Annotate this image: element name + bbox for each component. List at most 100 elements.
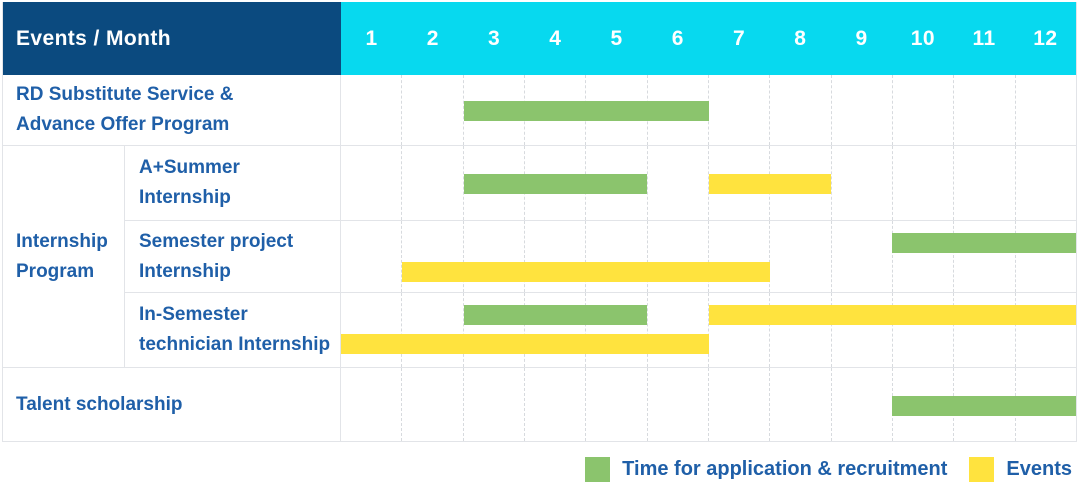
internship-program-rows: A+Summer Internship Semester project Int… [125, 146, 1076, 367]
legend-label-application: Time for application & recruitment [622, 458, 948, 480]
events-swatch-icon [969, 457, 995, 482]
month-column [646, 368, 708, 441]
month-column [462, 368, 524, 441]
month-column [462, 293, 524, 367]
month-column [769, 75, 830, 145]
row-label-a-summer: A+Summer Internship [125, 146, 341, 220]
month-header-10: 10 [910, 26, 936, 50]
month-column [953, 146, 1014, 220]
timeline-cell-semester-project [341, 221, 1076, 292]
month-header-9: 9 [855, 26, 868, 50]
month-column [891, 221, 953, 292]
month-column [341, 293, 401, 367]
month-header-11: 11 [972, 26, 996, 50]
month-column [830, 368, 892, 441]
month-header-4: 4 [549, 26, 562, 50]
row-label-line: Advance Offer Program [16, 114, 230, 135]
month-header-5: 5 [610, 26, 623, 50]
month-header-3: 3 [488, 26, 501, 50]
row-label-in-semester: In-Semester technician Internship [125, 293, 341, 367]
month-column [1014, 221, 1076, 292]
month-header: 1 2 3 4 5 6 7 8 9 10 11 12 [341, 2, 1076, 75]
month-column [401, 221, 462, 292]
row-label-line: technician Internship [139, 334, 331, 355]
month-column [707, 146, 769, 220]
row-label-line: A+Summer [139, 157, 240, 178]
month-column [1014, 146, 1076, 220]
events-month-table: Events / Month 1 2 3 4 5 6 7 8 9 10 11 1… [2, 2, 1077, 442]
row-label-line: Talent scholarship [16, 393, 183, 415]
month-column [341, 75, 401, 145]
month-column [1014, 293, 1076, 367]
month-gridlines [341, 221, 1076, 292]
month-column [462, 75, 524, 145]
month-header-7: 7 [733, 26, 746, 50]
month-header-12: 12 [1033, 26, 1058, 50]
legend-item-application: Time for application & recruitment [585, 457, 947, 482]
month-gridlines [341, 293, 1076, 367]
gantt-bar-application [892, 395, 1076, 416]
month-column [646, 146, 708, 220]
group-label-internship-program: Internship Program [3, 146, 125, 367]
month-column [830, 75, 892, 145]
row-label-line: Semester project [139, 230, 294, 252]
gantt-bar-events [708, 174, 831, 194]
group-label-line: Program [16, 260, 95, 282]
month-header-8: 8 [794, 26, 807, 50]
month-column [707, 221, 769, 292]
month-column [401, 146, 462, 220]
timeline-cell-a-summer [341, 146, 1076, 220]
month-column [707, 293, 769, 367]
legend-item-events: Events [969, 457, 1072, 482]
month-column [891, 146, 953, 220]
header-title: Events / Month [3, 2, 341, 75]
month-column [769, 293, 830, 367]
row-label-line: Internship [139, 187, 231, 208]
month-column [830, 146, 892, 220]
table-row-a-summer: A+Summer Internship [125, 146, 1076, 221]
month-column [341, 221, 401, 292]
month-column [585, 368, 646, 441]
month-column [341, 368, 401, 441]
gantt-bar-application [463, 174, 648, 194]
gantt-bar-application [892, 233, 1076, 253]
month-header-6: 6 [671, 26, 684, 50]
month-column [707, 368, 769, 441]
month-column [769, 221, 830, 292]
row-label-line: Internship [139, 260, 231, 282]
month-column [953, 75, 1014, 145]
table-row-semester-project: Semester project Internship [125, 221, 1076, 293]
month-column [585, 293, 646, 367]
gantt-bar-application [463, 101, 709, 121]
timeline-cell-rd-substitute [341, 75, 1076, 145]
gantt-bar-events [708, 305, 1076, 325]
month-column [707, 75, 769, 145]
month-column [953, 293, 1014, 367]
month-column [953, 221, 1014, 292]
legend: Time for application & recruitment Event… [585, 457, 1072, 482]
month-column [646, 293, 708, 367]
row-label-semester-project: Semester project Internship [125, 221, 341, 292]
gantt-bar-events [341, 334, 709, 354]
table-row-in-semester: In-Semester technician Internship [125, 293, 1076, 367]
month-column [523, 221, 585, 292]
gantt-bar-application [463, 305, 648, 325]
month-column [341, 146, 401, 220]
month-column [1014, 75, 1076, 145]
month-column [401, 293, 462, 367]
internship-program-group: Internship Program A+Summer Internship S… [3, 146, 1076, 368]
row-label-talent-scholarship: Talent scholarship [3, 368, 341, 441]
month-column [462, 146, 524, 220]
month-header-1: 1 [365, 26, 378, 50]
month-header-2: 2 [426, 26, 439, 50]
month-column [769, 368, 830, 441]
month-column [523, 293, 585, 367]
month-column [523, 368, 585, 441]
gantt-bar-events [402, 262, 770, 282]
month-column [891, 293, 953, 367]
row-label-line: RD Substitute Service & [16, 84, 234, 105]
month-column [585, 221, 646, 292]
month-column [830, 221, 892, 292]
month-gridlines [341, 75, 1076, 145]
